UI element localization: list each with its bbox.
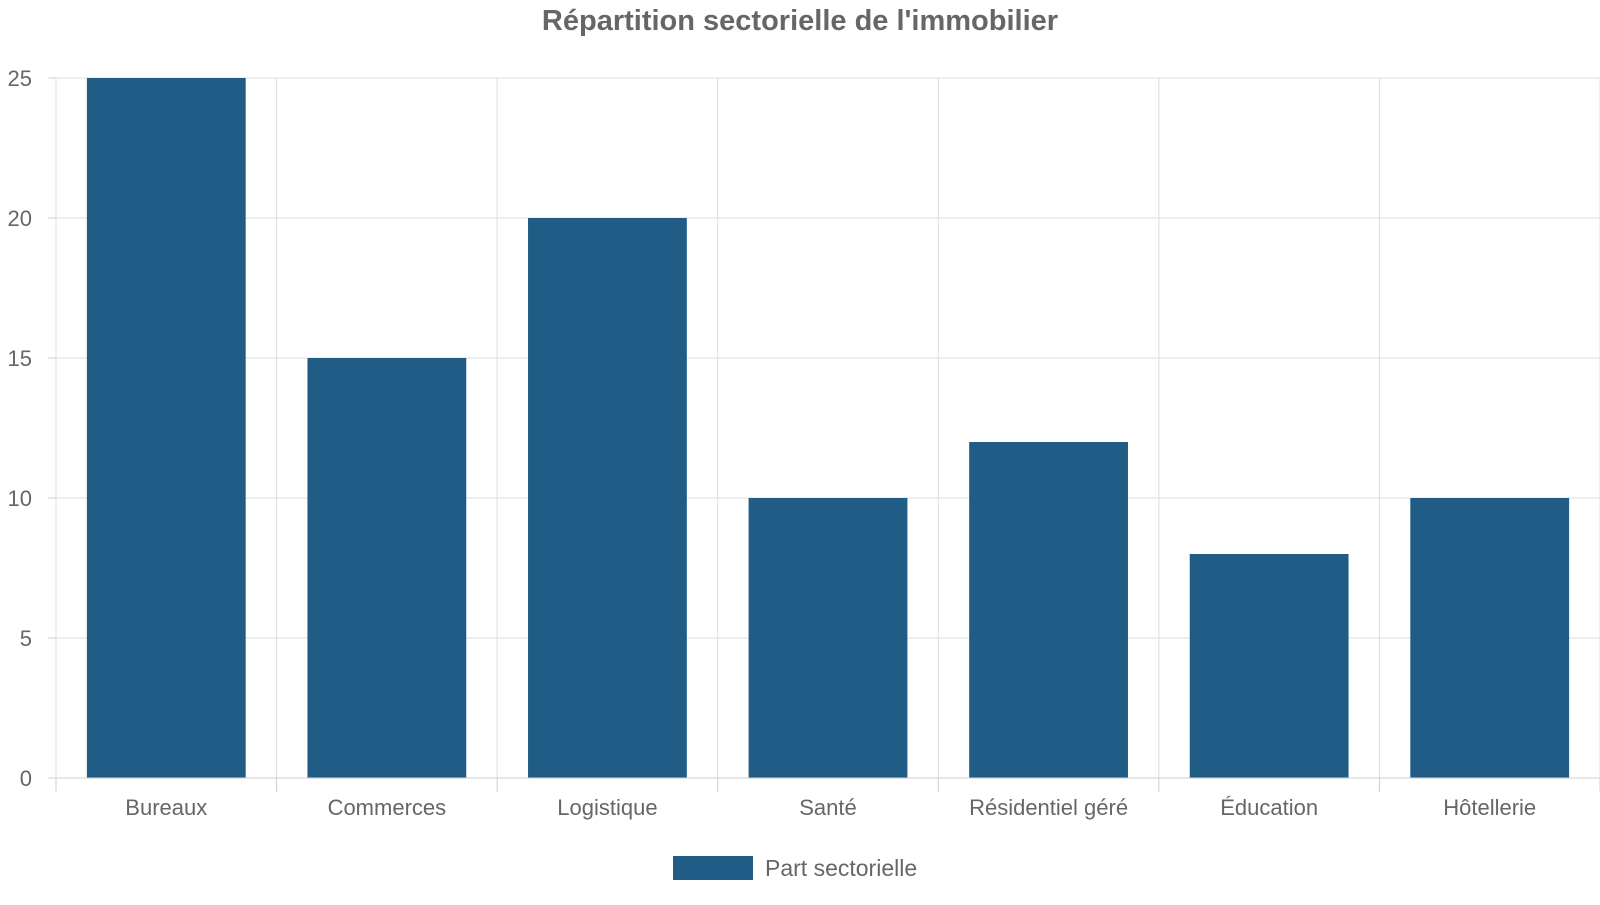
bar-résidentiel-géré — [969, 442, 1128, 778]
legend: Part sectorielle — [673, 855, 917, 881]
x-tick-label: Éducation — [1220, 795, 1318, 820]
bars — [86, 78, 1570, 778]
axes: 0 5 10 15 20 25 Bureaux Commerces Logistique Sant… — [8, 66, 1600, 820]
chart-title: Répartition sectorielle de l'immobilier — [542, 5, 1058, 37]
x-tick-label: Santé — [799, 795, 857, 820]
bar-santé — [748, 498, 908, 778]
x-tick-label: Bureaux — [125, 795, 207, 820]
y-tick-label: 15 — [8, 346, 32, 371]
bar-commerces — [307, 358, 467, 778]
legend-label: Part sectorielle — [765, 855, 917, 881]
bar-bureaux — [86, 78, 246, 778]
bar-hôtellerie — [1410, 498, 1570, 778]
y-tick-label: 5 — [20, 626, 32, 651]
y-tick-label: 20 — [8, 206, 32, 231]
y-tick-label: 0 — [20, 766, 32, 791]
bar-logistique — [528, 218, 687, 778]
x-tick-label: Logistique — [557, 795, 657, 820]
legend-swatch — [673, 856, 753, 880]
x-tick-label: Résidentiel géré — [969, 795, 1128, 820]
bar-éducation — [1189, 554, 1349, 778]
x-tick-label: Hôtellerie — [1443, 795, 1536, 820]
y-tick-label: 10 — [8, 486, 32, 511]
y-tick-label: 25 — [8, 66, 32, 91]
x-tick-label: Commerces — [328, 795, 447, 820]
